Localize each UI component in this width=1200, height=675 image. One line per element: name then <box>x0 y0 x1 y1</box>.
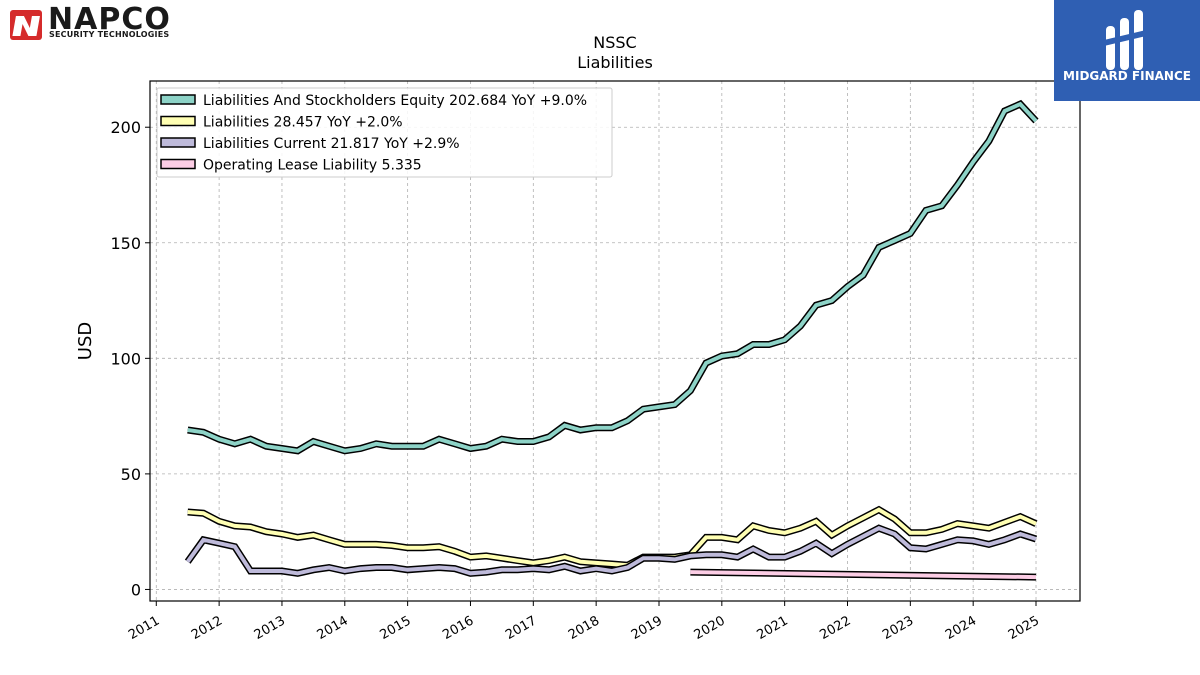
chart-subtitle: Liabilities <box>577 53 653 72</box>
y-tick-label: 150 <box>110 234 141 253</box>
legend-entry: Liabilities And Stockholders Equity 202.… <box>203 93 587 109</box>
midgard-finance-logo: MIDGARD FINANCE <box>1054 0 1200 101</box>
x-tick-label: 2016 <box>440 613 476 643</box>
legend-swatch <box>160 137 196 148</box>
legend-swatch <box>160 115 196 127</box>
napco-logo: NAPCO SECURITY TECHNOLOGIES <box>4 2 214 40</box>
x-tick-label: 2017 <box>503 613 539 643</box>
company-tagline: SECURITY TECHNOLOGIES <box>49 30 170 39</box>
x-tick-label: 2014 <box>315 613 351 643</box>
series-line-0 <box>187 101 1038 453</box>
series-line-3 <box>690 570 1037 580</box>
series-lines <box>184 99 1039 581</box>
series-line-2 <box>186 526 1037 576</box>
legend: Liabilities And Stockholders Equity 202.… <box>156 87 613 178</box>
y-tick-label: 200 <box>110 118 141 137</box>
x-tick-label: 2023 <box>880 613 916 643</box>
y-axis-ticks: 0 50 100 150 200 <box>110 118 150 599</box>
x-tick-label: 2022 <box>817 613 853 643</box>
legend-swatch <box>160 158 196 170</box>
brand-name: MIDGARD FINANCE <box>1063 69 1191 83</box>
legend-frame <box>156 87 613 178</box>
plot-frame <box>149 80 1081 602</box>
legend-entry: Operating Lease Liability 5.335 <box>203 158 422 174</box>
company-name: NAPCO <box>48 2 171 37</box>
x-tick-label: 2018 <box>566 613 602 643</box>
y-tick-label: 100 <box>110 349 141 368</box>
napco-logo-mark-icon <box>10 10 42 40</box>
x-axis-ticks: 2011 2012 2013 2014 2015 2016 2017 2018 2019 2020… <box>126 601 1042 643</box>
x-tick-label: 2013 <box>252 613 288 643</box>
x-tick-label: 2020 <box>692 613 728 643</box>
y-axis-label: USD <box>75 322 96 360</box>
x-tick-label: 2012 <box>189 613 225 643</box>
y-tick-label: 50 <box>121 465 141 484</box>
x-tick-label: 2011 <box>126 613 162 643</box>
midgard-finance-mark-icon <box>1104 10 1146 70</box>
series-line-1 <box>187 507 1037 568</box>
x-tick-label: 2015 <box>377 613 413 643</box>
x-tick-label: 2019 <box>629 613 665 643</box>
legend-entry: Liabilities 28.457 YoY +2.0% <box>203 115 403 131</box>
x-tick-label: 2025 <box>1006 613 1042 643</box>
y-tick-label: 0 <box>131 580 141 599</box>
legend-swatch <box>160 94 196 105</box>
chart-title: NSSC <box>593 33 636 52</box>
x-tick-label: 2024 <box>943 613 979 643</box>
legend-entry: Liabilities Current 21.817 YoY +2.9% <box>203 136 460 152</box>
x-tick-label: 2021 <box>755 613 791 643</box>
